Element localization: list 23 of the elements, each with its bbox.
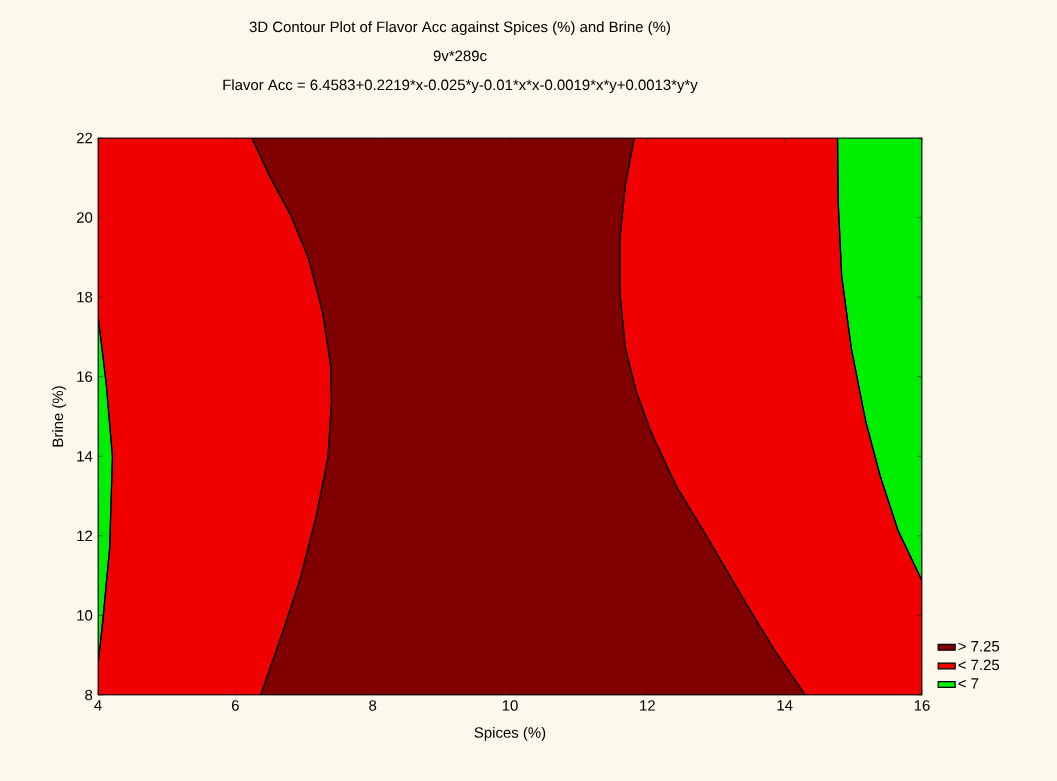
y-axis-title: Brine (%) <box>52 386 67 447</box>
legend-label: < 7 <box>958 678 979 689</box>
x-tick-label: 10 <box>502 700 518 711</box>
y-tick-label: 8 <box>85 689 93 701</box>
x-axis-title: Spices (%) <box>474 726 546 741</box>
chart-subtitle: 9v*289c <box>433 50 487 62</box>
y-tick-label: 20 <box>76 212 93 223</box>
x-tick-label: 6 <box>231 700 239 711</box>
x-tick-label: 4 <box>94 700 102 711</box>
x-tick-label: 8 <box>369 700 377 711</box>
y-tick-label: 10 <box>77 610 93 621</box>
text: Flavor Acc = 6.4583+0.2219*x-0.025*y-0.01*x*x-0.0019*x*y+0.0013*y*y <box>223 79 698 94</box>
y-tick-label: 22 <box>76 132 93 144</box>
x-tick-label: 12 <box>640 700 655 711</box>
x-tick-label: 16 <box>914 700 930 711</box>
y-tick-label: 18 <box>77 291 93 303</box>
legend-label: > 7.25 <box>958 640 1000 652</box>
chart-title: 3D Contour Plot of Flavor Acc against Spices (%) and Brine (%) <box>249 21 670 36</box>
y-tick-label: 16 <box>77 371 93 382</box>
legend-label: < 7.25 <box>958 659 1000 671</box>
x-tick-label: 14 <box>777 700 793 711</box>
y-tick-label: 14 <box>77 451 93 462</box>
y-tick-label: 12 <box>77 530 93 542</box>
